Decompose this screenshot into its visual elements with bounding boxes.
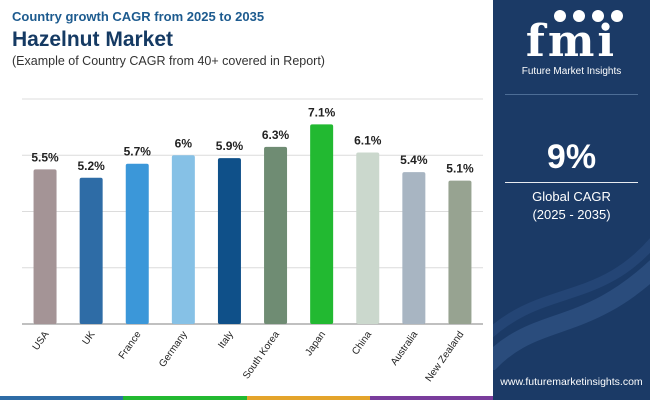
bar-china	[356, 152, 380, 324]
bottom-bar-segment	[369, 396, 493, 400]
info-sidebar: fmi Future Market Insights 9% Global CAG…	[493, 0, 650, 400]
chart-note: (Example of Country CAGR from 40+ covere…	[12, 54, 325, 68]
data-label: 5.9%	[216, 139, 244, 153]
x-tick-label: New Zealand	[424, 329, 467, 384]
bar-new-zealand	[448, 180, 472, 324]
data-label: 5.2%	[77, 159, 105, 173]
bottom-bar-segment	[123, 396, 247, 400]
bar-france	[125, 163, 149, 324]
chart-panel: Country growth CAGR from 2025 to 2035 Ha…	[0, 8, 493, 400]
fmi-logo: fmi Future Market Insights	[493, 10, 650, 77]
global-cagr-value: 9%	[546, 138, 597, 176]
chart-subtitle: Country growth CAGR from 2025 to 2035	[12, 9, 265, 24]
logo-dot-icon	[611, 10, 623, 22]
global-cagr-label: Global CAGR (2025 - 2035)	[493, 188, 650, 224]
logo-tagline: Future Market Insights	[521, 66, 622, 77]
x-tick-label: Japan	[303, 329, 328, 358]
bottom-color-bar	[0, 396, 493, 400]
x-tick-label: China	[350, 329, 374, 357]
data-label: 5.5%	[31, 150, 59, 164]
bottom-bar-segment	[246, 396, 370, 400]
divider	[505, 94, 638, 95]
x-tick-label: USA	[31, 329, 52, 352]
data-label: 6.3%	[262, 128, 290, 142]
bar-chart: 5.5% USA 5.2% UK 5.7% France 6% Germany 5.9% Ital…	[22, 98, 483, 384]
logo-dot-icon	[554, 10, 566, 22]
data-label: 5.4%	[400, 153, 428, 167]
logo-icons	[527, 10, 650, 24]
logo-dot-icon	[592, 10, 604, 22]
x-tick-label: South Korea	[241, 329, 282, 381]
decorative-swirl	[493, 238, 650, 370]
bar-italy	[217, 158, 241, 324]
x-tick-label: France	[117, 329, 144, 361]
bar-south-korea	[264, 146, 288, 324]
website-link[interactable]: www.futuremarketinsights.com	[500, 376, 643, 388]
bar-uk	[79, 177, 103, 324]
x-tick-label: UK	[81, 329, 98, 347]
bottom-bar-segment	[0, 396, 124, 400]
data-label: 7.1%	[308, 105, 336, 119]
data-label: 6.1%	[354, 133, 382, 147]
bar-australia	[402, 172, 426, 324]
x-tick-label: Italy	[216, 329, 236, 350]
bar-usa	[33, 169, 57, 324]
data-label: 5.1%	[446, 162, 474, 176]
x-tick-label: Germany	[157, 329, 190, 369]
data-label: 6%	[175, 136, 193, 150]
divider	[505, 182, 638, 183]
bar-japan	[310, 124, 334, 324]
chart-title: Hazelnut Market	[12, 28, 174, 51]
logo-dot-icon	[573, 10, 585, 22]
global-cagr-period: (2025 - 2035)	[532, 207, 611, 222]
x-tick-label: Australia	[389, 329, 421, 368]
logo-wordmark: fmi	[525, 16, 618, 67]
data-label: 5.7%	[124, 145, 152, 159]
global-cagr-title: Global CAGR	[532, 189, 611, 204]
chart-header: Country growth CAGR from 2025 to 2035 Ha…	[12, 8, 325, 70]
bar-germany	[171, 155, 195, 324]
